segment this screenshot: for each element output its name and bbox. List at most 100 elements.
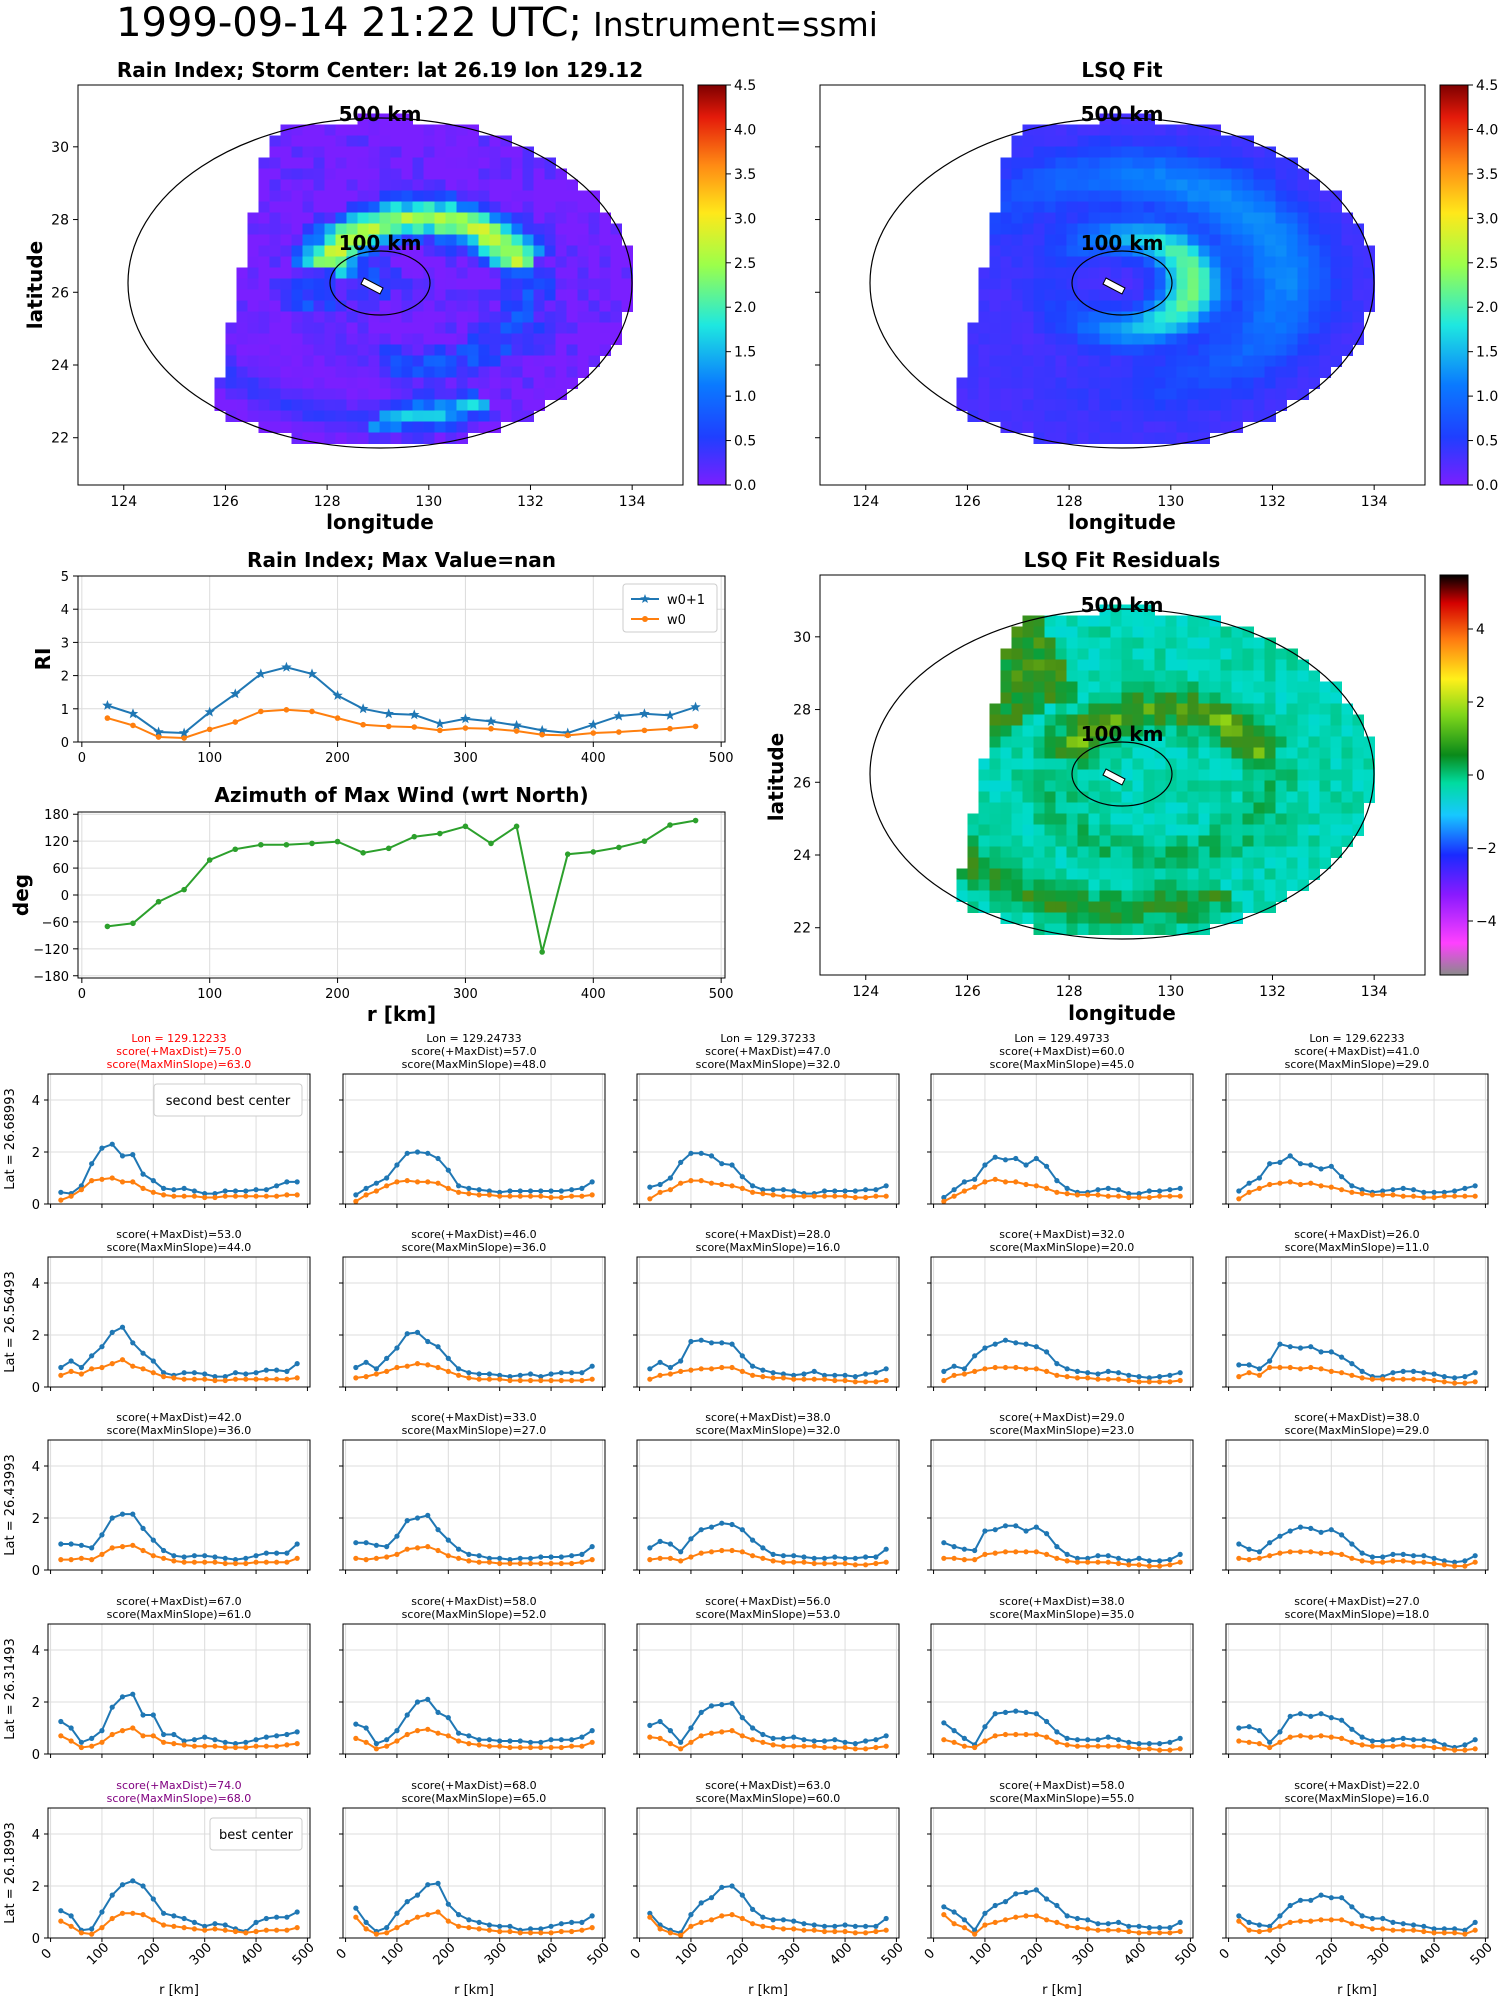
rain-index-point bbox=[409, 709, 420, 720]
candidate-point bbox=[1054, 1555, 1060, 1561]
map-cell bbox=[1352, 813, 1364, 825]
candidate-point bbox=[1410, 1743, 1417, 1749]
candidate-point bbox=[414, 1149, 421, 1155]
map-cell bbox=[291, 256, 303, 268]
map-cell bbox=[533, 399, 545, 411]
map-cell bbox=[445, 256, 457, 268]
candidate-point bbox=[284, 1731, 290, 1738]
candidate-panel-title: score(MaxMinSlope)=16.0 bbox=[1285, 1792, 1430, 1805]
map-cell bbox=[1033, 234, 1045, 246]
map-cell bbox=[1165, 615, 1177, 627]
map-cell bbox=[1165, 190, 1177, 202]
map-cell bbox=[478, 146, 490, 158]
candidate-panel-xlabel: r [km] bbox=[454, 1983, 494, 1998]
map-cell bbox=[544, 201, 556, 213]
candidate-point bbox=[58, 1557, 64, 1563]
map-cell bbox=[1253, 637, 1265, 649]
map-cell bbox=[258, 223, 270, 235]
map-cell bbox=[368, 333, 380, 345]
map-cell bbox=[1110, 692, 1122, 704]
map-cell bbox=[1088, 890, 1100, 902]
map-cell bbox=[1275, 355, 1287, 367]
candidate-point bbox=[1054, 1544, 1060, 1550]
candidate-point bbox=[1167, 1930, 1173, 1936]
candidate-panel-ytick-label: 0 bbox=[32, 1564, 40, 1579]
candidate-point bbox=[1267, 1364, 1273, 1371]
map-cell bbox=[1319, 692, 1331, 704]
candidate-point bbox=[202, 1743, 208, 1749]
candidate-point bbox=[373, 1188, 379, 1194]
candidate-point bbox=[1441, 1742, 1447, 1748]
candidate-point bbox=[455, 1912, 462, 1918]
candidate-panel-xlabel: r [km] bbox=[159, 1983, 199, 1998]
map-cell bbox=[1154, 322, 1166, 334]
candidate-point bbox=[1167, 1372, 1173, 1378]
map-cell bbox=[500, 157, 512, 169]
map-cell bbox=[1055, 289, 1067, 301]
candidate-point bbox=[181, 1185, 187, 1191]
map-cell bbox=[1352, 747, 1364, 759]
map-cell bbox=[1077, 736, 1089, 748]
map-cell bbox=[978, 780, 990, 792]
map-cell bbox=[467, 355, 479, 367]
map-cell bbox=[258, 377, 270, 389]
map-cell bbox=[1198, 234, 1210, 246]
map-cell bbox=[533, 179, 545, 191]
candidate-point bbox=[1400, 1921, 1406, 1927]
map-cell bbox=[1220, 168, 1232, 180]
candidate-point bbox=[445, 1355, 451, 1361]
candidate-point bbox=[1236, 1188, 1242, 1194]
map-cell bbox=[1033, 681, 1045, 693]
map-cell bbox=[1099, 146, 1111, 158]
map-cell bbox=[1330, 747, 1342, 759]
map-cell bbox=[1088, 410, 1100, 422]
azimuth-chart-ytick-label: −120 bbox=[33, 943, 69, 958]
candidate-point bbox=[647, 1376, 653, 1382]
map-cell bbox=[1099, 692, 1111, 704]
map-cell bbox=[1066, 388, 1078, 400]
candidate-panel-xtick-label: 0 bbox=[1217, 1946, 1233, 1962]
map-cell bbox=[1033, 692, 1045, 704]
map-cell bbox=[1264, 758, 1276, 770]
candidate-point bbox=[425, 1912, 431, 1918]
candidate-point bbox=[202, 1923, 208, 1929]
candidate-point bbox=[1157, 1930, 1163, 1936]
map-cell bbox=[258, 311, 270, 323]
map-cell bbox=[1209, 135, 1221, 147]
map-cell bbox=[258, 333, 270, 345]
candidate-point bbox=[791, 1188, 797, 1194]
candidate-panel-title: score(+MaxDist)=26.0 bbox=[1294, 1228, 1419, 1241]
map-cell bbox=[1308, 201, 1320, 213]
candidate-panel-frame bbox=[636, 1623, 900, 1755]
map-cell bbox=[1352, 311, 1364, 323]
rain-index-chart-xtick-label: 200 bbox=[325, 751, 350, 766]
map-cell bbox=[1187, 868, 1199, 880]
map-cell bbox=[1099, 901, 1111, 913]
map-cell bbox=[522, 201, 534, 213]
candidate-point bbox=[1308, 1549, 1314, 1555]
candidate-point bbox=[719, 1340, 725, 1346]
map-cell bbox=[1253, 388, 1265, 400]
rain-index-chart-xtick-label: 0 bbox=[78, 751, 86, 766]
map-cell bbox=[302, 190, 314, 202]
candidate-point bbox=[1328, 1895, 1334, 1901]
candidate-panel-xlabel: r [km] bbox=[1337, 1983, 1377, 1998]
map-cell bbox=[247, 289, 259, 301]
candidate-point bbox=[749, 1737, 756, 1743]
candidate-point bbox=[791, 1743, 797, 1749]
candidate-panel: score(+MaxDist)=38.0score(MaxMinSlope)=2… bbox=[1222, 1411, 1489, 1574]
candidate-point bbox=[394, 1364, 400, 1371]
map-cell bbox=[1253, 758, 1265, 770]
candidate-point bbox=[1380, 1559, 1386, 1565]
candidate-point bbox=[1115, 1737, 1122, 1743]
map-cell bbox=[1132, 901, 1144, 913]
map-cell bbox=[1198, 648, 1210, 660]
map-cell bbox=[1143, 157, 1155, 169]
candidate-point bbox=[1308, 1344, 1314, 1350]
map-cell bbox=[1044, 146, 1056, 158]
rain-index-point bbox=[258, 708, 264, 715]
map-cell bbox=[357, 157, 369, 169]
map-cell bbox=[1187, 725, 1199, 737]
map-cell bbox=[1044, 813, 1056, 825]
